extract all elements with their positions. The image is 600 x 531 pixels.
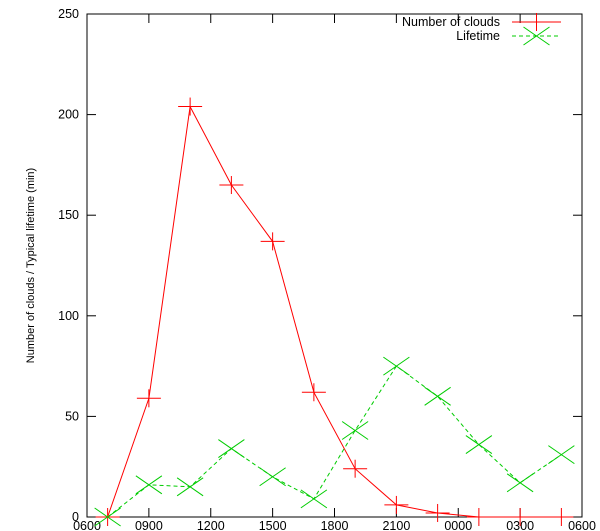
y-tick-label: 250 bbox=[58, 7, 79, 21]
data-point-cross-marker bbox=[218, 440, 244, 458]
data-point-plus-marker bbox=[525, 13, 549, 31]
y-tick-label: 200 bbox=[58, 108, 79, 122]
legend-label: Lifetime bbox=[456, 29, 500, 43]
data-point-plus-marker bbox=[137, 389, 161, 407]
series-line bbox=[108, 366, 562, 517]
x-tick-label: 2100 bbox=[382, 519, 410, 531]
series-lifetime bbox=[95, 357, 575, 526]
data-point-cross-marker bbox=[342, 421, 368, 439]
data-point-cross-marker bbox=[425, 387, 451, 405]
x-tick-label: 0000 bbox=[444, 519, 472, 531]
data-point-plus-marker bbox=[302, 383, 326, 401]
y-axis-title-group: Number of clouds / Typical lifetime (min… bbox=[25, 168, 37, 363]
data-point-cross-marker bbox=[136, 476, 162, 494]
y-tick-label: 50 bbox=[65, 409, 79, 423]
data-point-cross-marker bbox=[383, 357, 409, 375]
x-tick-label: 1200 bbox=[197, 519, 225, 531]
x-tick-label: 1800 bbox=[321, 519, 349, 531]
data-point-plus-marker bbox=[343, 460, 367, 478]
series-layer bbox=[95, 98, 575, 526]
x-tick-label: 1500 bbox=[259, 519, 287, 531]
x-tick-label: 0600 bbox=[568, 519, 596, 531]
y-tick-label: 150 bbox=[58, 208, 79, 222]
series-number-of-clouds bbox=[96, 98, 574, 526]
data-point-cross-marker bbox=[301, 490, 327, 508]
series-line bbox=[108, 107, 562, 517]
data-point-plus-marker bbox=[219, 176, 243, 194]
legend-label: Number of clouds bbox=[402, 15, 500, 29]
x-tick-label: 0900 bbox=[135, 519, 163, 531]
data-point-plus-marker bbox=[178, 98, 202, 116]
data-point-cross-marker bbox=[548, 446, 574, 464]
data-point-plus-marker bbox=[261, 232, 285, 250]
data-point-cross-marker bbox=[466, 436, 492, 454]
y-tick-label: 100 bbox=[58, 309, 79, 323]
data-point-plus-marker bbox=[384, 496, 408, 514]
plot-frame bbox=[87, 14, 582, 517]
y-axis-title: Number of clouds / Typical lifetime (min… bbox=[25, 168, 37, 363]
data-point-cross-marker bbox=[507, 474, 533, 492]
data-point-cross-marker bbox=[260, 468, 286, 486]
